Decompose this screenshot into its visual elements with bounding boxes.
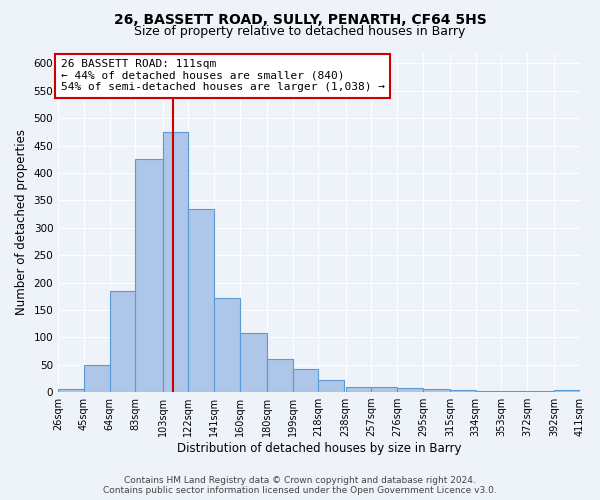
Bar [214, 298, 240, 392]
Bar [527, 391, 554, 392]
Bar [240, 334, 267, 392]
Bar [267, 359, 293, 392]
Y-axis label: Number of detached properties: Number of detached properties [15, 130, 28, 316]
Bar [136, 160, 163, 392]
Bar [58, 390, 84, 392]
Bar [371, 386, 397, 392]
Bar [554, 390, 580, 392]
Bar [319, 380, 344, 392]
Text: 26, BASSETT ROAD, SULLY, PENARTH, CF64 5HS: 26, BASSETT ROAD, SULLY, PENARTH, CF64 5… [113, 12, 487, 26]
Text: 26 BASSETT ROAD: 111sqm
← 44% of detached houses are smaller (840)
54% of semi-d: 26 BASSETT ROAD: 111sqm ← 44% of detache… [61, 59, 385, 92]
Bar [163, 132, 188, 392]
Bar [188, 208, 214, 392]
Bar [476, 391, 502, 392]
X-axis label: Distribution of detached houses by size in Barry: Distribution of detached houses by size … [177, 442, 461, 455]
Text: Contains HM Land Registry data © Crown copyright and database right 2024.
Contai: Contains HM Land Registry data © Crown c… [103, 476, 497, 495]
Bar [450, 390, 476, 392]
Bar [502, 391, 527, 392]
Bar [84, 364, 110, 392]
Bar [397, 388, 423, 392]
Bar [293, 368, 319, 392]
Bar [423, 390, 450, 392]
Text: Size of property relative to detached houses in Barry: Size of property relative to detached ho… [134, 25, 466, 38]
Bar [346, 386, 371, 392]
Bar [110, 291, 136, 392]
